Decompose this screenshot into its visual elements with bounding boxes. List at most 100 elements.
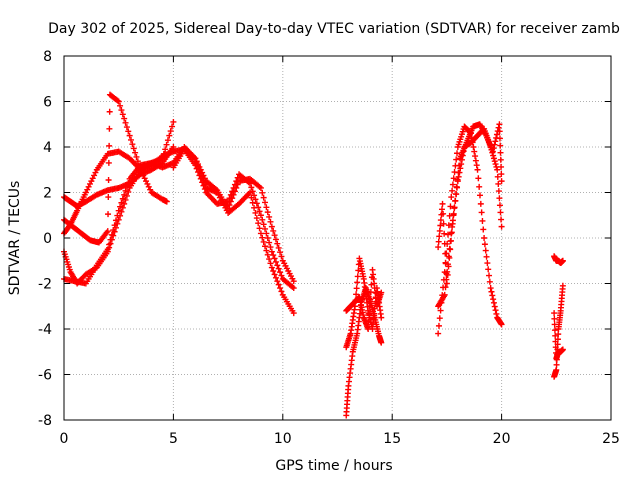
y-axis-label: SDTVAR / TECUs [7, 181, 23, 296]
data-point [169, 123, 176, 130]
data-point [370, 320, 377, 327]
data-point [234, 181, 241, 188]
y-tick-label: 2 [43, 186, 52, 202]
data-point [275, 265, 282, 272]
data-point [256, 208, 263, 215]
data-point [267, 218, 274, 225]
data-point [367, 296, 374, 303]
data-point [449, 220, 456, 227]
data-point [118, 199, 125, 206]
data-point [114, 97, 121, 104]
y-tick-label: 6 [43, 95, 52, 111]
data-point [446, 254, 453, 261]
data-point [488, 288, 495, 295]
y-tick-label: 8 [43, 49, 52, 65]
data-point [105, 194, 112, 201]
data-point [122, 187, 129, 194]
data-point [118, 107, 125, 114]
data-point [133, 153, 140, 160]
data-point [264, 209, 271, 216]
data-point [477, 200, 484, 207]
data-point [233, 184, 240, 191]
data-point [448, 229, 455, 236]
data-point [106, 108, 113, 115]
data-point [144, 180, 151, 187]
data-point [553, 361, 560, 368]
data-point [89, 175, 96, 182]
data-point [267, 260, 274, 267]
data-point [442, 284, 449, 291]
data-point [246, 189, 253, 196]
data-point [440, 210, 447, 217]
data-point [490, 296, 497, 303]
data-point [476, 192, 483, 199]
data-point [145, 183, 152, 190]
y-tick-label: -4 [38, 322, 52, 338]
series-track-e [61, 118, 177, 287]
data-point [110, 227, 117, 234]
data-point [498, 178, 505, 185]
data-point [436, 315, 443, 322]
data-point [248, 194, 255, 201]
data-point [498, 216, 505, 223]
data-point [492, 138, 499, 145]
data-point [354, 273, 361, 280]
data-point [163, 141, 170, 148]
data-point [491, 303, 498, 310]
data-point [126, 132, 133, 139]
data-point [378, 314, 385, 321]
data-point [445, 222, 452, 229]
data-point [270, 267, 277, 274]
data-point [451, 205, 458, 212]
data-point [272, 258, 279, 265]
data-point [495, 180, 502, 187]
x-tick-label: 20 [493, 431, 511, 447]
data-point [486, 272, 493, 279]
data-point [268, 223, 275, 230]
data-point [448, 194, 455, 201]
data-point [485, 266, 492, 273]
data-point [249, 188, 256, 195]
data-point [365, 318, 372, 325]
data-point [260, 194, 267, 201]
data-point [552, 344, 559, 351]
data-point [260, 221, 267, 228]
data-point [490, 155, 497, 162]
data-point [104, 228, 111, 235]
data-point [493, 310, 500, 317]
data-point [163, 198, 170, 205]
data-point [453, 156, 460, 163]
data-point [370, 315, 377, 322]
data-point [275, 244, 282, 251]
data-point [225, 205, 232, 212]
data-point [115, 207, 122, 214]
data-point [257, 212, 264, 219]
data-point [444, 231, 451, 238]
data-point [435, 322, 442, 329]
data-point [378, 289, 385, 296]
data-point [479, 217, 486, 224]
data-point [123, 183, 130, 190]
data-point [121, 115, 128, 122]
data-point [170, 118, 177, 125]
data-point [122, 196, 129, 203]
data-point [266, 213, 273, 220]
series-track-i [343, 266, 385, 332]
x-axis-label: GPS time / hours [275, 458, 392, 474]
data-point [159, 155, 166, 162]
data-point [105, 176, 112, 183]
data-point [230, 191, 237, 198]
data-point [252, 209, 259, 216]
data-point [112, 217, 119, 224]
data-point [274, 278, 281, 285]
data-point [118, 208, 125, 215]
y-tick-label: 4 [43, 140, 52, 156]
data-point [125, 188, 132, 195]
y-tick-label: 0 [43, 231, 52, 247]
data-point [125, 128, 132, 135]
data-point [437, 222, 444, 229]
data-point [106, 241, 113, 248]
data-point [263, 230, 270, 237]
data-point [435, 330, 442, 337]
